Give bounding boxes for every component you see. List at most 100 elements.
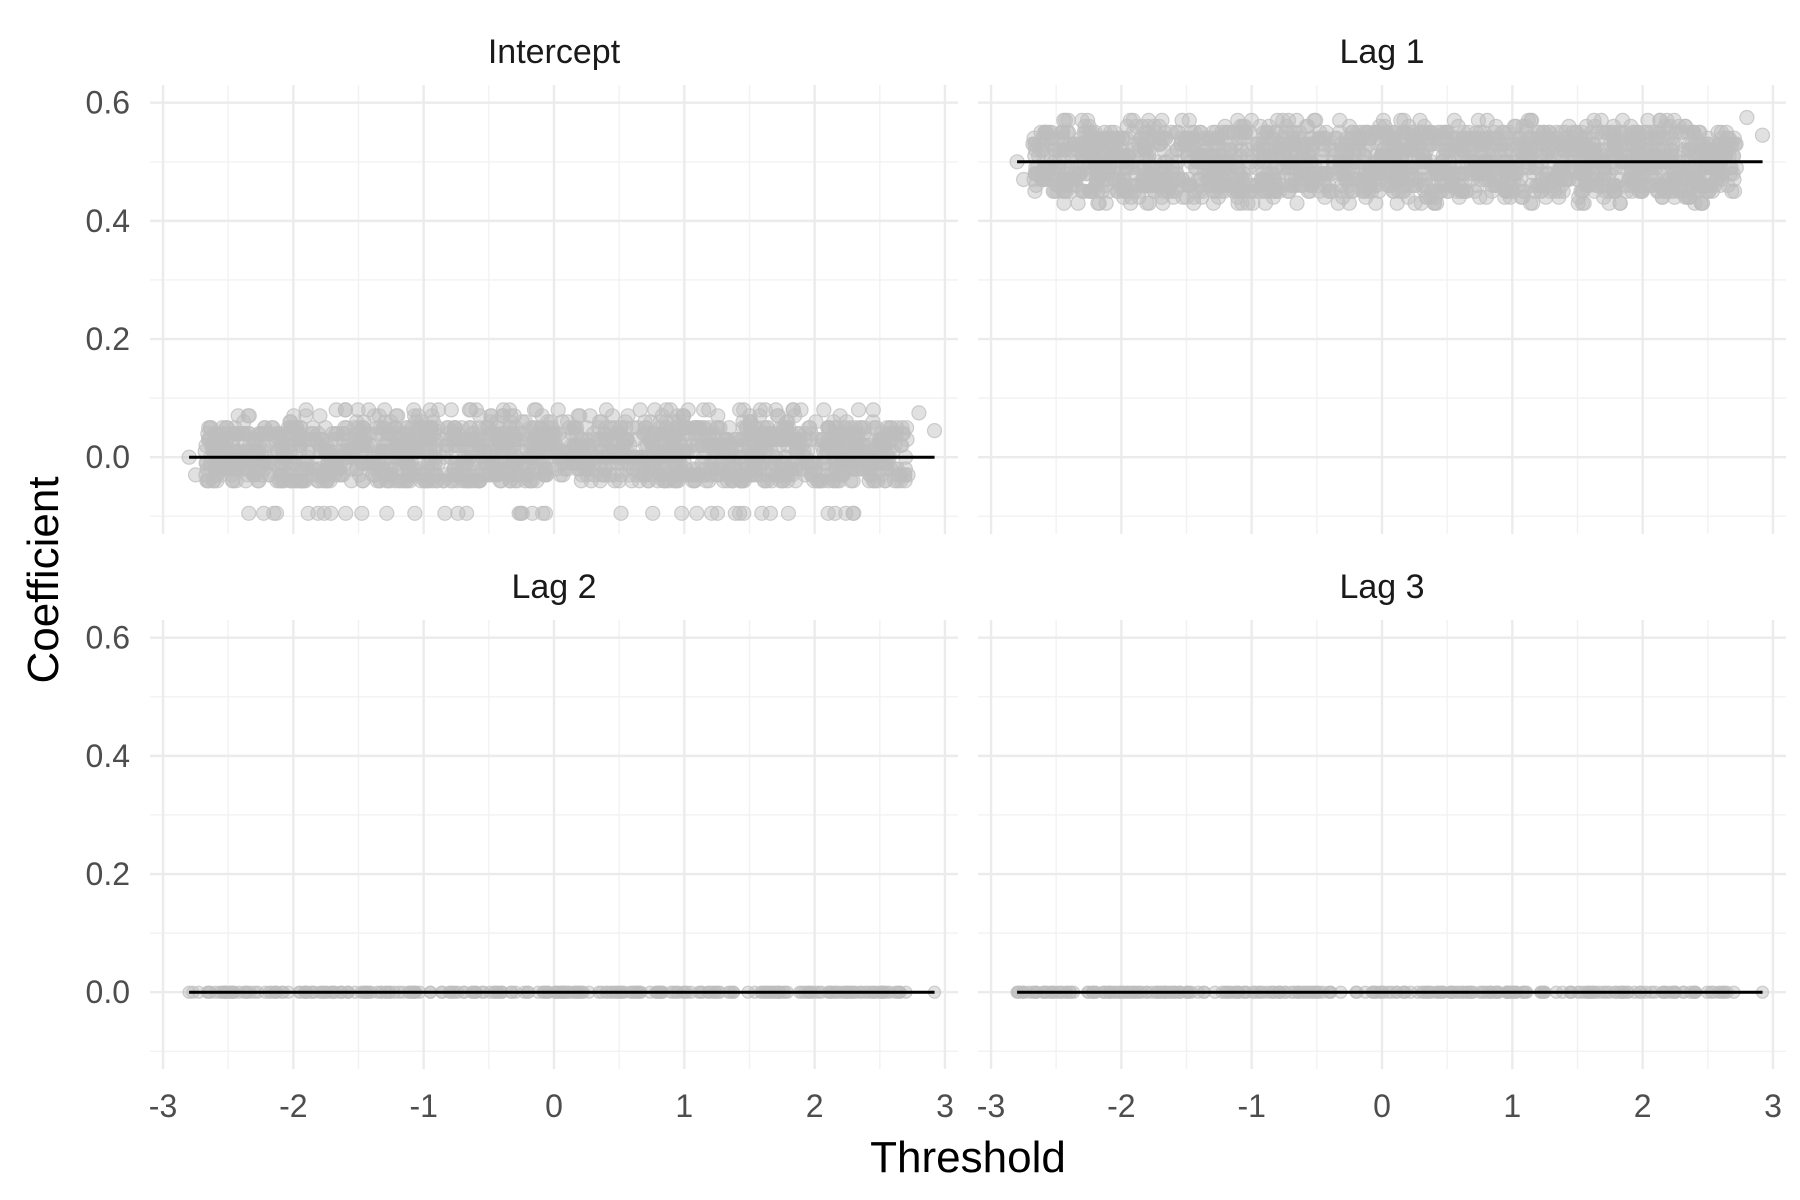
data-point — [1427, 195, 1443, 211]
data-point — [379, 505, 395, 521]
data-point — [449, 473, 465, 489]
y-tick-label: 0.6 — [86, 620, 130, 656]
data-point — [850, 402, 867, 418]
data-point — [1631, 183, 1647, 199]
data-point — [256, 505, 272, 521]
data-point — [583, 473, 599, 489]
data-point — [459, 505, 475, 521]
data-point — [305, 420, 321, 436]
data-point — [689, 505, 705, 521]
x-tick-label: 2 — [806, 1088, 824, 1124]
data-point — [1368, 195, 1384, 211]
panel-intercept: Intercept — [150, 33, 958, 534]
x-tick-label: -1 — [409, 1088, 437, 1124]
data-point — [618, 420, 634, 436]
data-point — [757, 402, 773, 418]
data-point — [419, 473, 435, 489]
data-point — [640, 473, 656, 489]
data-point — [380, 473, 396, 489]
data-point — [472, 437, 488, 453]
data-point — [1574, 195, 1591, 211]
data-point — [1155, 195, 1171, 211]
data-point — [271, 473, 287, 489]
data-point — [709, 505, 726, 521]
data-point — [241, 505, 257, 521]
data-point — [1739, 109, 1755, 126]
data-point — [825, 473, 842, 489]
data-point — [674, 505, 690, 521]
data-point — [899, 431, 915, 448]
y-axis-title: Coefficient — [19, 476, 68, 683]
x-tick-label: 1 — [675, 1088, 693, 1124]
x-tick-label: 1 — [1503, 1088, 1521, 1124]
y-tick-label: 0.6 — [86, 85, 130, 121]
x-tick-label: -2 — [279, 1088, 307, 1124]
axis-labels: 0.0 0.2 0.4 0.6 0.0 0.2 0.4 0.6 -3 -2 -1 0 1 2 3 -3 -2 -1… — [86, 85, 1782, 1124]
data-point — [511, 505, 527, 521]
x-tick-label: 2 — [1634, 1088, 1652, 1124]
data-point — [1240, 195, 1256, 211]
data-point — [224, 473, 241, 489]
data-point — [1205, 195, 1222, 211]
data-point — [613, 505, 629, 521]
y-tick-label: 0.4 — [86, 203, 130, 239]
data-point — [407, 505, 423, 521]
panel-lag-2: Lag 2 — [150, 568, 958, 1069]
data-point — [555, 467, 571, 483]
data-point — [734, 473, 750, 489]
facet-panels: Intercept Lag 1 Lag 2 Lag 3 — [150, 33, 1786, 1069]
x-tick-label: -3 — [977, 1088, 1005, 1124]
y-tick-label: 0.0 — [86, 974, 130, 1010]
data-point — [710, 408, 726, 424]
data-point — [820, 505, 836, 521]
data-point — [526, 402, 543, 418]
y-tick-label: 0.2 — [86, 856, 130, 892]
data-point — [1754, 127, 1771, 143]
x-tick-label: 3 — [1764, 1088, 1782, 1124]
x-tick-label: 0 — [1373, 1088, 1391, 1124]
data-point — [298, 402, 314, 418]
data-point — [328, 402, 344, 418]
data-point — [463, 402, 479, 418]
data-point — [1070, 195, 1086, 211]
panel-title: Lag 2 — [511, 568, 596, 606]
data-point — [1413, 195, 1429, 211]
data-point — [206, 473, 222, 489]
data-point — [645, 505, 661, 521]
panel-title: Lag 3 — [1339, 568, 1424, 606]
data-point — [1522, 195, 1539, 211]
data-points — [181, 402, 943, 521]
x-tick-label: 0 — [545, 1088, 563, 1124]
data-point — [701, 402, 717, 418]
y-tick-label: 0.4 — [86, 738, 130, 774]
y-tick-label: 0.2 — [86, 321, 130, 357]
data-point — [284, 473, 300, 489]
x-axis-title: Threshold — [870, 1133, 1066, 1182]
data-point — [1122, 195, 1139, 211]
y-tick-label: 0.0 — [86, 439, 130, 475]
data-point — [1724, 183, 1740, 199]
data-point — [437, 505, 453, 521]
data-point — [1551, 189, 1567, 205]
data-point — [1538, 189, 1554, 205]
data-point — [666, 473, 682, 489]
data-point — [1389, 195, 1405, 211]
data-point — [250, 473, 266, 489]
data-point — [522, 473, 539, 489]
data-point — [1451, 189, 1467, 205]
data-point — [350, 402, 366, 418]
data-point — [637, 414, 653, 430]
data-point — [695, 402, 712, 418]
data-point — [1330, 195, 1346, 211]
data-point — [1257, 195, 1274, 211]
data-point — [897, 473, 913, 489]
data-point — [780, 505, 797, 521]
data-point — [865, 402, 881, 418]
data-point — [643, 414, 659, 430]
data-point — [338, 505, 354, 521]
data-point — [493, 473, 510, 489]
data-point — [469, 473, 485, 489]
data-point — [1612, 195, 1628, 211]
x-tick-label: -1 — [1237, 1088, 1265, 1124]
